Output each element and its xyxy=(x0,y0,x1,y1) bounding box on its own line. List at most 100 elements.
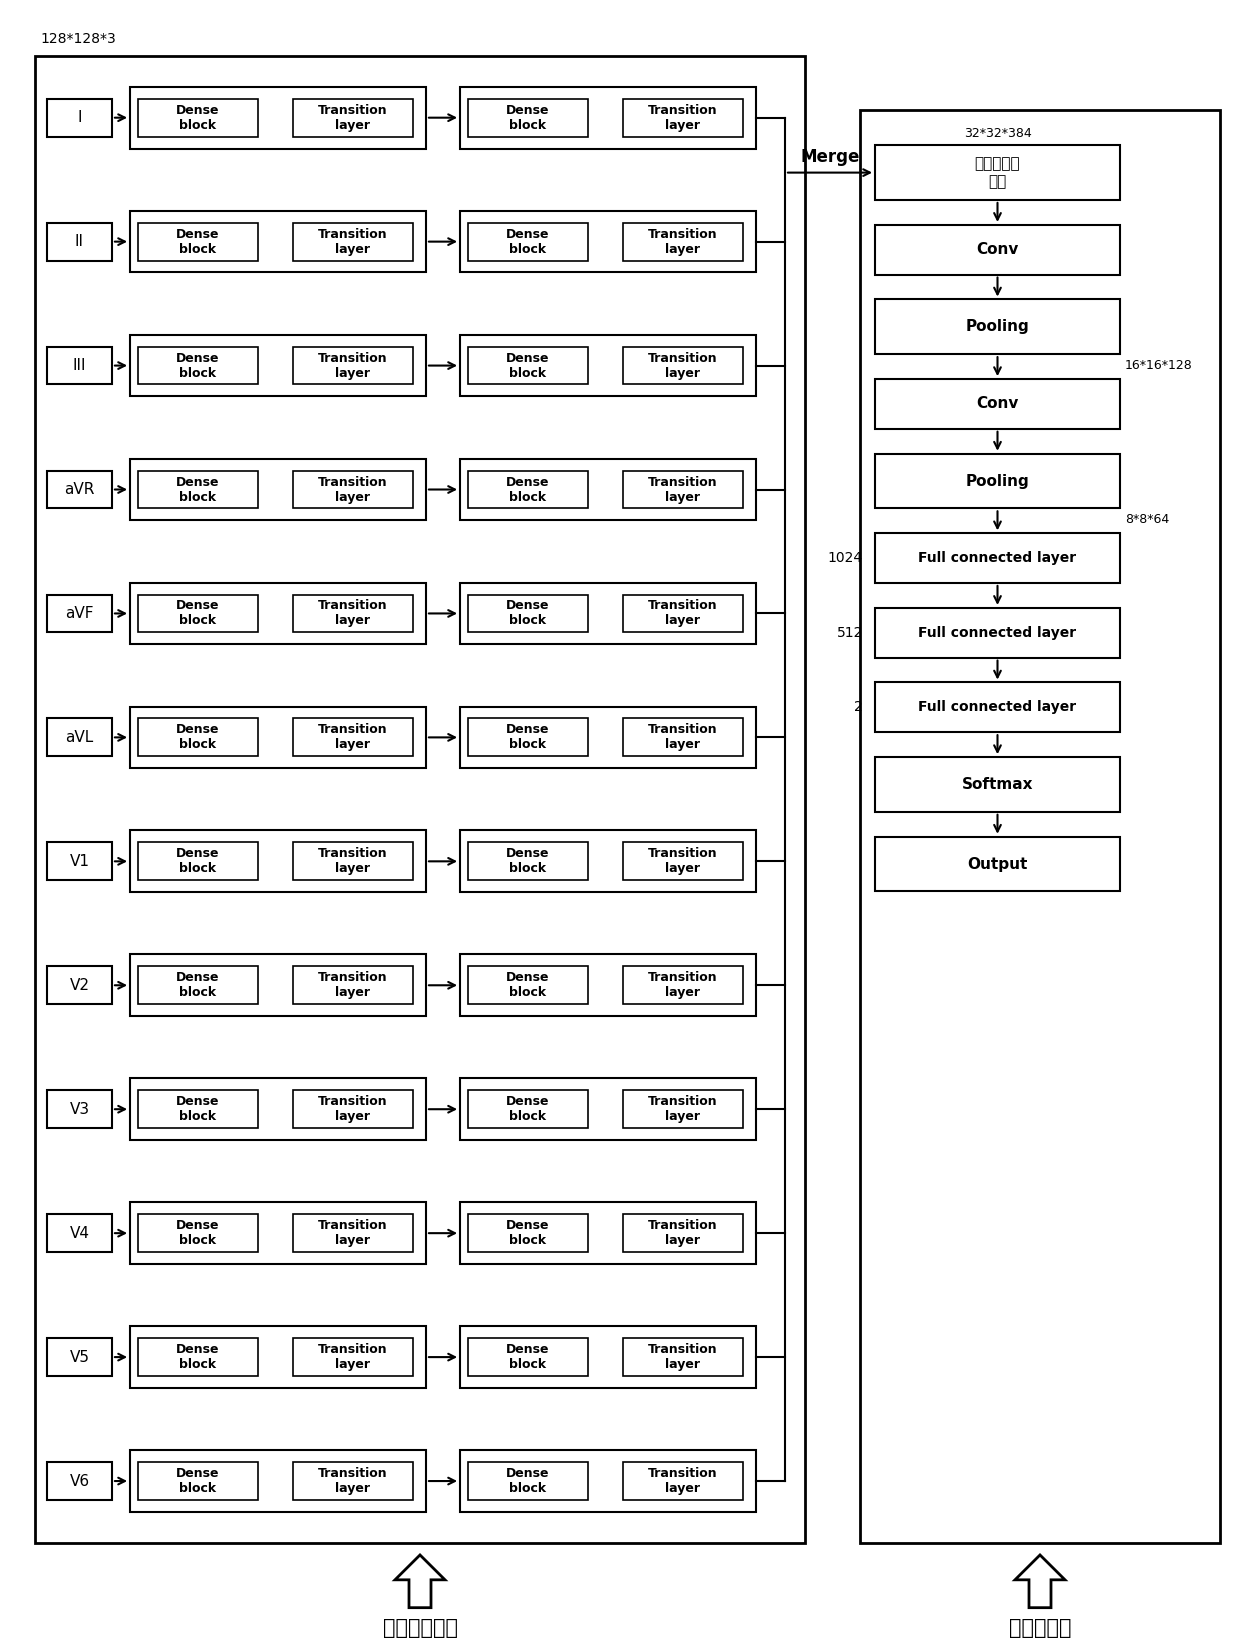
Text: Pooling: Pooling xyxy=(966,320,1029,335)
Polygon shape xyxy=(1016,1556,1065,1608)
Bar xyxy=(622,719,743,757)
Bar xyxy=(622,346,743,384)
Bar xyxy=(467,98,588,136)
Bar xyxy=(460,335,756,397)
Text: Transition
layer: Transition layer xyxy=(649,103,718,131)
Bar xyxy=(130,1326,427,1388)
Text: Transition
layer: Transition layer xyxy=(319,1467,388,1495)
Bar xyxy=(460,955,756,1016)
Text: 1024: 1024 xyxy=(828,551,863,565)
Text: 512: 512 xyxy=(837,625,863,640)
Bar xyxy=(130,87,427,149)
Text: Transition
layer: Transition layer xyxy=(319,351,388,379)
Text: Dense
block: Dense block xyxy=(176,1095,219,1122)
Text: Conv: Conv xyxy=(976,397,1019,412)
Text: Dense
block: Dense block xyxy=(506,1095,549,1122)
Text: Transition
layer: Transition layer xyxy=(649,599,718,627)
Text: Transition
layer: Transition layer xyxy=(649,724,718,752)
Bar xyxy=(875,837,1120,891)
Text: Pooling: Pooling xyxy=(966,474,1029,489)
Bar xyxy=(622,471,743,509)
Text: aVR: aVR xyxy=(64,482,94,497)
Bar xyxy=(622,842,743,880)
Text: Transition
layer: Transition layer xyxy=(319,1219,388,1247)
Bar xyxy=(875,533,1120,583)
Bar xyxy=(861,110,1220,1543)
Text: 合并主网络: 合并主网络 xyxy=(1009,1618,1071,1638)
Text: Dense
block: Dense block xyxy=(506,847,549,875)
Text: 16*16*128: 16*16*128 xyxy=(1125,359,1193,373)
Bar xyxy=(138,594,258,632)
Text: Dense
block: Dense block xyxy=(506,103,549,131)
Bar xyxy=(138,223,258,261)
Bar xyxy=(130,210,427,272)
Bar xyxy=(622,1337,743,1377)
Bar xyxy=(47,471,112,509)
Bar xyxy=(130,955,427,1016)
Text: Transition
layer: Transition layer xyxy=(649,351,718,379)
Text: Conv: Conv xyxy=(976,243,1019,258)
Bar xyxy=(622,1090,743,1127)
Text: Transition
layer: Transition layer xyxy=(319,103,388,131)
Text: Transition
layer: Transition layer xyxy=(319,847,388,875)
Text: Dense
block: Dense block xyxy=(176,1467,219,1495)
Bar xyxy=(47,1337,112,1377)
Text: Transition
layer: Transition layer xyxy=(319,599,388,627)
Bar xyxy=(460,1078,756,1140)
Bar xyxy=(47,1090,112,1127)
Text: Full connected layer: Full connected layer xyxy=(919,625,1076,640)
Bar xyxy=(293,471,413,509)
Bar xyxy=(138,1214,258,1252)
Text: Dense
block: Dense block xyxy=(176,1219,219,1247)
Bar xyxy=(875,146,1120,200)
Text: Softmax: Softmax xyxy=(962,776,1033,793)
Text: Dense
block: Dense block xyxy=(176,847,219,875)
Bar xyxy=(293,594,413,632)
Bar xyxy=(138,719,258,757)
Bar xyxy=(875,683,1120,732)
Bar xyxy=(47,1214,112,1252)
Text: Transition
layer: Transition layer xyxy=(649,847,718,875)
Text: Dense
block: Dense block xyxy=(176,476,219,504)
Bar xyxy=(622,967,743,1004)
Bar xyxy=(47,719,112,757)
Bar xyxy=(875,225,1120,274)
Polygon shape xyxy=(396,1556,445,1608)
Bar xyxy=(622,98,743,136)
Bar xyxy=(460,1451,756,1511)
Bar xyxy=(293,1462,413,1500)
Text: Output: Output xyxy=(967,857,1028,871)
Text: Transition
layer: Transition layer xyxy=(649,1467,718,1495)
Bar xyxy=(130,830,427,893)
Bar xyxy=(293,1337,413,1377)
Text: Dense
block: Dense block xyxy=(506,351,549,379)
Text: Transition
layer: Transition layer xyxy=(319,971,388,999)
Text: Dense
block: Dense block xyxy=(176,103,219,131)
Text: 32*32*384: 32*32*384 xyxy=(963,128,1032,139)
Text: Transition
layer: Transition layer xyxy=(319,1342,388,1372)
Text: Dense
block: Dense block xyxy=(506,971,549,999)
Text: Transition
layer: Transition layer xyxy=(319,228,388,256)
Text: V5: V5 xyxy=(69,1349,89,1365)
Text: V4: V4 xyxy=(69,1226,89,1241)
Text: Dense
block: Dense block xyxy=(506,228,549,256)
Bar xyxy=(47,223,112,261)
Bar xyxy=(130,335,427,397)
Bar xyxy=(293,346,413,384)
Bar xyxy=(138,842,258,880)
Bar xyxy=(467,223,588,261)
Text: 128*128*3: 128*128*3 xyxy=(40,31,115,46)
Bar xyxy=(138,967,258,1004)
Text: aVF: aVF xyxy=(66,606,94,620)
Text: Full connected layer: Full connected layer xyxy=(919,701,1076,714)
Bar xyxy=(130,1203,427,1264)
Bar xyxy=(47,1462,112,1500)
Bar xyxy=(293,1214,413,1252)
Bar xyxy=(875,379,1120,428)
Bar xyxy=(47,98,112,136)
Text: Dense
block: Dense block xyxy=(506,724,549,752)
Bar xyxy=(460,1326,756,1388)
Bar xyxy=(460,459,756,520)
Bar xyxy=(138,346,258,384)
Bar xyxy=(47,967,112,1004)
